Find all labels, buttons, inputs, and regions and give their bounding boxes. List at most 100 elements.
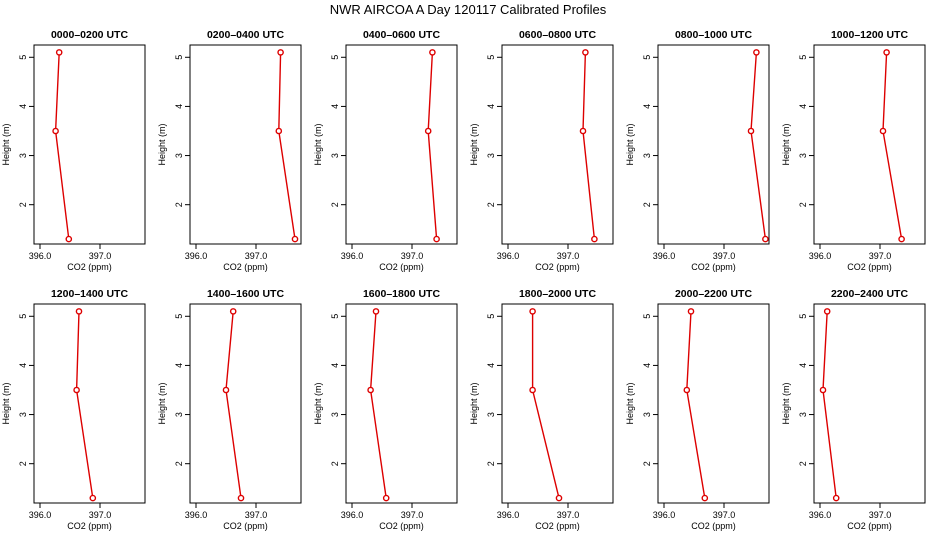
y-axis-label: Height (m)	[313, 123, 323, 165]
y-tick-label: 4	[642, 363, 652, 368]
profile-point	[683, 386, 691, 394]
profile-point	[555, 494, 563, 502]
profile-point	[819, 386, 827, 394]
x-tick-label: 397.0	[713, 510, 736, 520]
plot-frame	[813, 44, 926, 245]
profile-panel: 1200–1400 UTC 396.0 397.0 2 3 4 5 CO2 (ppm) Heig…	[1, 288, 146, 531]
plot-frame	[189, 44, 302, 245]
y-axis-label: Height (m)	[469, 123, 479, 165]
x-tick-label: 396.0	[29, 251, 52, 261]
x-tick-label: 396.0	[809, 251, 832, 261]
x-axis-label: CO2 (ppm)	[691, 521, 736, 531]
y-tick-label: 4	[798, 363, 808, 368]
plot-frame	[33, 303, 146, 504]
panel-title: 2000–2200 UTC	[675, 288, 752, 300]
profile-panel: 1000–1200 UTC 396.0 397.0 2 3 4 5 CO2 (ppm) Heig…	[781, 29, 926, 272]
profile-point	[747, 127, 755, 135]
profile-point	[55, 49, 63, 56]
y-tick-label: 2	[486, 461, 496, 466]
plot-frame	[813, 303, 926, 504]
profile-line	[822, 311, 837, 499]
y-tick-label: 5	[642, 55, 652, 60]
x-tick-label: 396.0	[341, 510, 364, 520]
profile-point	[687, 308, 695, 315]
x-axis-label: CO2 (ppm)	[67, 521, 112, 531]
y-tick-label: 3	[174, 412, 184, 417]
y-axis-label: Height (m)	[157, 382, 167, 424]
profile-line	[882, 52, 903, 240]
x-axis-label: CO2 (ppm)	[535, 262, 580, 272]
x-axis-label: CO2 (ppm)	[379, 262, 424, 272]
x-tick-label: 396.0	[497, 510, 520, 520]
profile-point	[52, 127, 59, 135]
y-tick-label: 2	[330, 461, 340, 466]
y-tick-label: 5	[174, 314, 184, 319]
y-tick-label: 4	[330, 363, 340, 368]
y-tick-label: 5	[798, 55, 808, 60]
profile-line	[369, 311, 387, 499]
profile-point	[229, 308, 237, 315]
x-tick-label: 396.0	[185, 251, 208, 261]
y-axis-label: Height (m)	[157, 123, 167, 165]
y-tick-label: 5	[486, 314, 496, 319]
plot-frame	[657, 303, 770, 504]
y-tick-label: 4	[486, 363, 496, 368]
y-axis-label: Height (m)	[313, 382, 323, 424]
panel-title: 1200–1400 UTC	[51, 288, 128, 300]
y-tick-label: 2	[18, 202, 28, 207]
y-tick-label: 5	[642, 314, 652, 319]
profile-point	[89, 494, 97, 502]
profile-point	[73, 386, 80, 394]
profile-point	[579, 127, 587, 135]
panel-title: 0200–0400 UTC	[207, 29, 284, 41]
y-tick-label: 4	[18, 363, 28, 368]
y-tick-label: 2	[174, 202, 184, 207]
panel-title: 0000–0200 UTC	[51, 29, 128, 41]
x-tick-label: 397.0	[557, 251, 580, 261]
y-tick-label: 3	[174, 153, 184, 158]
x-axis-label: CO2 (ppm)	[535, 521, 580, 531]
panel-grid: 0000–0200 UTC 396.0 397.0 2 3 4 5 CO2 (ppm) Heig…	[1, 29, 926, 531]
profile-panel: 1600–1800 UTC 396.0 397.0 2 3 4 5 CO2 (ppm) Heig…	[313, 288, 458, 531]
profile-point	[75, 308, 83, 315]
profile-panel: 0400–0600 UTC 396.0 397.0 2 3 4 5 CO2 (ppm) Heig…	[313, 29, 458, 272]
profile-line	[54, 52, 70, 240]
x-axis-label: CO2 (ppm)	[67, 262, 112, 272]
profile-line	[531, 311, 560, 499]
panel-title: 0600–0800 UTC	[519, 29, 596, 41]
y-axis-label: Height (m)	[625, 123, 635, 165]
y-axis-label: Height (m)	[469, 382, 479, 424]
profile-point	[222, 386, 230, 394]
x-axis-label: CO2 (ppm)	[379, 521, 424, 531]
y-tick-label: 5	[798, 314, 808, 319]
profile-point	[591, 235, 598, 243]
x-axis-label: CO2 (ppm)	[223, 521, 268, 531]
panel-title: 1400–1600 UTC	[207, 288, 284, 300]
y-axis-label: Height (m)	[781, 382, 791, 424]
profile-point	[883, 49, 890, 56]
y-tick-label: 2	[486, 202, 496, 207]
y-tick-label: 2	[330, 202, 340, 207]
profile-point	[701, 494, 709, 502]
y-tick-label: 3	[18, 153, 28, 158]
y-tick-label: 2	[642, 461, 652, 466]
x-axis-label: CO2 (ppm)	[847, 521, 892, 531]
x-tick-label: 397.0	[713, 251, 736, 261]
profile-line	[75, 311, 94, 499]
profile-point	[277, 49, 284, 56]
profile-point	[433, 235, 440, 243]
y-tick-label: 3	[642, 153, 652, 158]
profile-point	[582, 49, 589, 56]
plot-frame	[33, 44, 146, 245]
x-tick-label: 397.0	[869, 510, 892, 520]
x-axis-label: CO2 (ppm)	[847, 262, 892, 272]
profile-point	[382, 494, 390, 502]
x-tick-label: 396.0	[497, 251, 520, 261]
y-axis-label: Height (m)	[625, 382, 635, 424]
y-tick-label: 4	[18, 104, 28, 109]
panel-title: 1000–1200 UTC	[831, 29, 908, 41]
profile-panel: 2000–2200 UTC 396.0 397.0 2 3 4 5 CO2 (ppm) Heig…	[625, 288, 770, 531]
y-tick-label: 3	[18, 412, 28, 417]
y-tick-label: 3	[486, 412, 496, 417]
